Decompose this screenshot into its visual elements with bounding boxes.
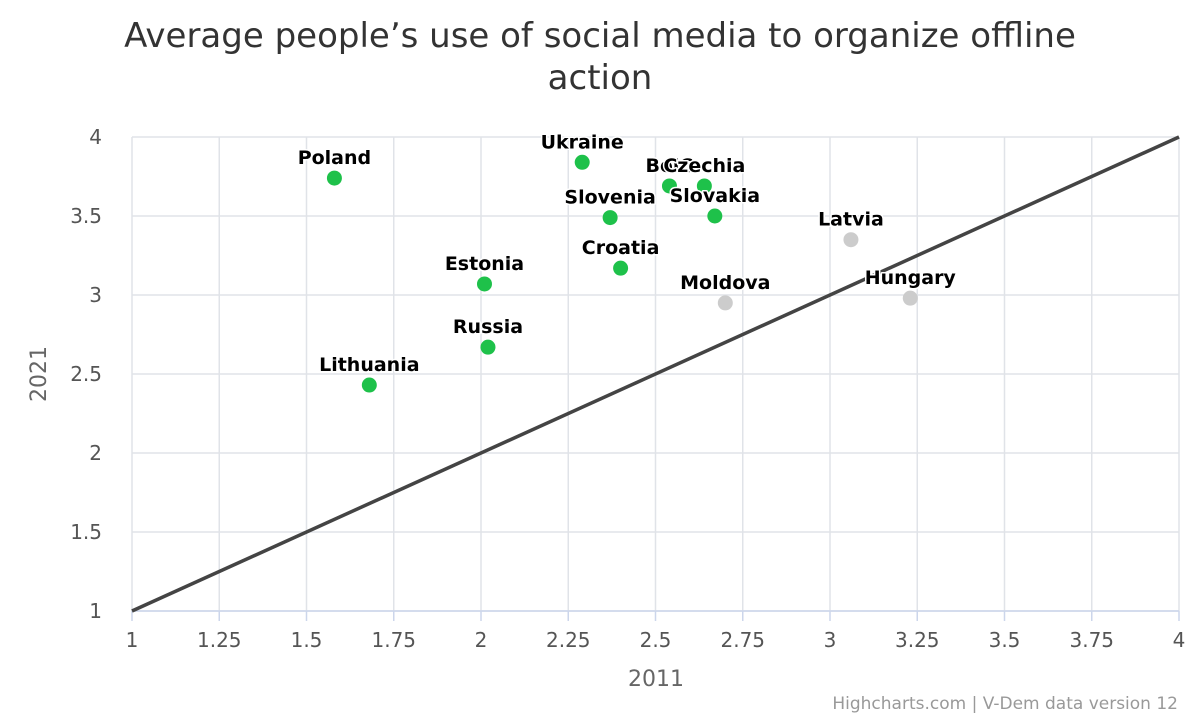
x-axis-title: 2011 bbox=[628, 667, 684, 692]
x-tick-label: 1.25 bbox=[197, 628, 242, 652]
reference-line-group bbox=[131, 135, 1180, 613]
y-tick-label: 3.5 bbox=[70, 204, 102, 228]
x-tick-label: 3.75 bbox=[1069, 628, 1114, 652]
x-tick-label: 3.5 bbox=[989, 628, 1021, 652]
x-tick-label: 1.5 bbox=[291, 628, 323, 652]
data-point-czechia[interactable] bbox=[696, 178, 712, 194]
data-label-latvia: Latvia bbox=[818, 209, 884, 231]
x-tick-label: 2.75 bbox=[720, 628, 765, 652]
data-label-belarus: BelC bbox=[646, 155, 694, 177]
data-point-slovakia[interactable] bbox=[707, 208, 723, 224]
y-tick-label: 1 bbox=[89, 599, 102, 623]
x-tick-label: 2.25 bbox=[546, 628, 591, 652]
data-label-poland: Poland bbox=[298, 147, 371, 169]
y-tick-label: 1.5 bbox=[70, 520, 102, 544]
data-label-czechia: Czechia bbox=[663, 155, 745, 177]
chart-title: Average people’s use of social media to … bbox=[124, 16, 1076, 98]
chart-title-line-2: action bbox=[548, 58, 653, 98]
data-label-moldova: Moldova bbox=[680, 272, 770, 294]
data-label-estonia: Estonia bbox=[445, 253, 524, 275]
data-label-ukraine: Ukraine bbox=[541, 131, 624, 153]
credits-link[interactable]: Highcharts.com | V-Dem data version 12 bbox=[832, 694, 1178, 714]
x-tick-label: 2 bbox=[475, 628, 488, 652]
y-tick-label: 4 bbox=[89, 125, 102, 149]
y-tick-label: 3 bbox=[89, 283, 102, 307]
data-points bbox=[326, 154, 918, 393]
data-point-slovenia[interactable] bbox=[602, 210, 618, 226]
chart-title-line-1: Average people’s use of social media to … bbox=[124, 16, 1076, 56]
data-point-ukraine[interactable] bbox=[574, 154, 590, 170]
x-tick-label: 4 bbox=[1173, 628, 1186, 652]
x-tick-label: 1 bbox=[126, 628, 139, 652]
data-point-belarus[interactable] bbox=[661, 178, 677, 194]
data-point-estonia[interactable] bbox=[476, 276, 492, 292]
reference-line bbox=[131, 135, 1180, 613]
data-label-lithuania: Lithuania bbox=[319, 354, 419, 376]
data-point-hungary[interactable] bbox=[902, 290, 918, 306]
data-label-russia: Russia bbox=[453, 316, 523, 338]
data-point-lithuania[interactable] bbox=[361, 377, 377, 393]
data-label-hungary: Hungary bbox=[865, 267, 957, 289]
data-point-poland[interactable] bbox=[326, 170, 342, 186]
y-axis-title: 2021 bbox=[27, 346, 52, 402]
y-tick-label: 2.5 bbox=[70, 362, 102, 386]
data-point-croatia[interactable] bbox=[613, 260, 629, 276]
x-tick-label: 2.5 bbox=[640, 628, 672, 652]
data-point-latvia[interactable] bbox=[843, 232, 859, 248]
axes: 1 1.25 1.5 1.75 2 2.25 2.5 2.75 3 3.25 3.5 3.75 4 1 1.… bbox=[70, 125, 1185, 652]
x-tick-label: 3 bbox=[824, 628, 837, 652]
data-label-slovenia: Slovenia bbox=[564, 187, 655, 209]
data-point-moldova[interactable] bbox=[717, 295, 733, 311]
data-point-russia[interactable] bbox=[480, 339, 496, 355]
data-label-croatia: Croatia bbox=[582, 237, 660, 259]
x-tick-label: 1.75 bbox=[371, 628, 416, 652]
data-label-slovakia: Slovakia bbox=[670, 185, 760, 207]
x-tick-label: 3.25 bbox=[895, 628, 940, 652]
y-tick-label: 2 bbox=[89, 441, 102, 465]
